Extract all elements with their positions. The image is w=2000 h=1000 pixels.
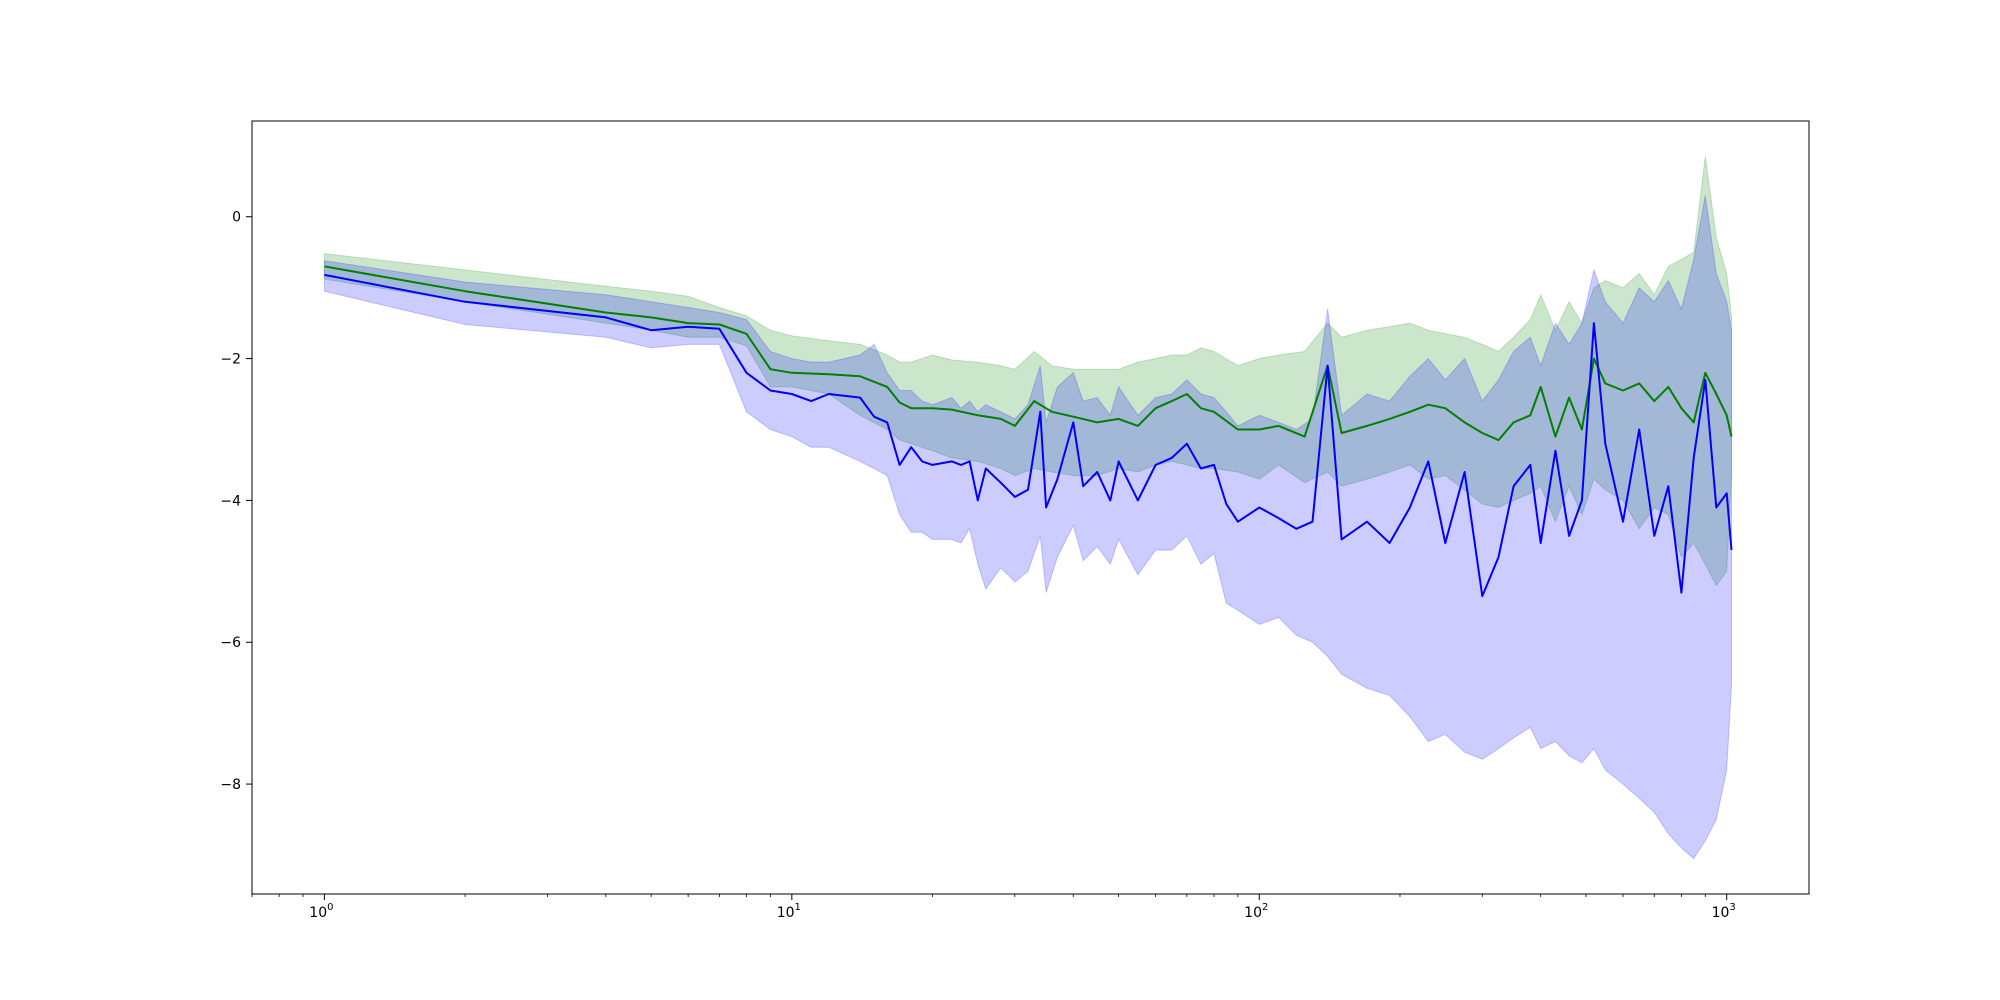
confidence-bands <box>323 156 1732 860</box>
plot-frame <box>251 120 1810 895</box>
x-tick-label-3: 103 <box>1712 902 1736 921</box>
x-tick-label-2: 102 <box>1244 902 1268 921</box>
y-axis: 0 −2 −4 −6 −8 <box>220 210 252 793</box>
y-tick-label-0: 0 <box>232 210 241 226</box>
band-series-1 <box>323 156 1732 587</box>
x-axis: 100 101 102 103 <box>251 894 1736 921</box>
x-tick-label-1: 101 <box>777 902 801 921</box>
y-tick-label-4: −8 <box>220 777 241 793</box>
y-tick-label-1: −2 <box>220 352 241 368</box>
x-tick-label-0: 100 <box>309 902 333 921</box>
line-series-2 <box>324 273 1733 598</box>
y-tick-label-3: −6 <box>220 635 241 651</box>
band-series-2 <box>323 195 1732 860</box>
y-tick-label-2: −4 <box>220 493 241 509</box>
line-series-1 <box>324 265 1733 442</box>
series-lines <box>324 265 1733 598</box>
